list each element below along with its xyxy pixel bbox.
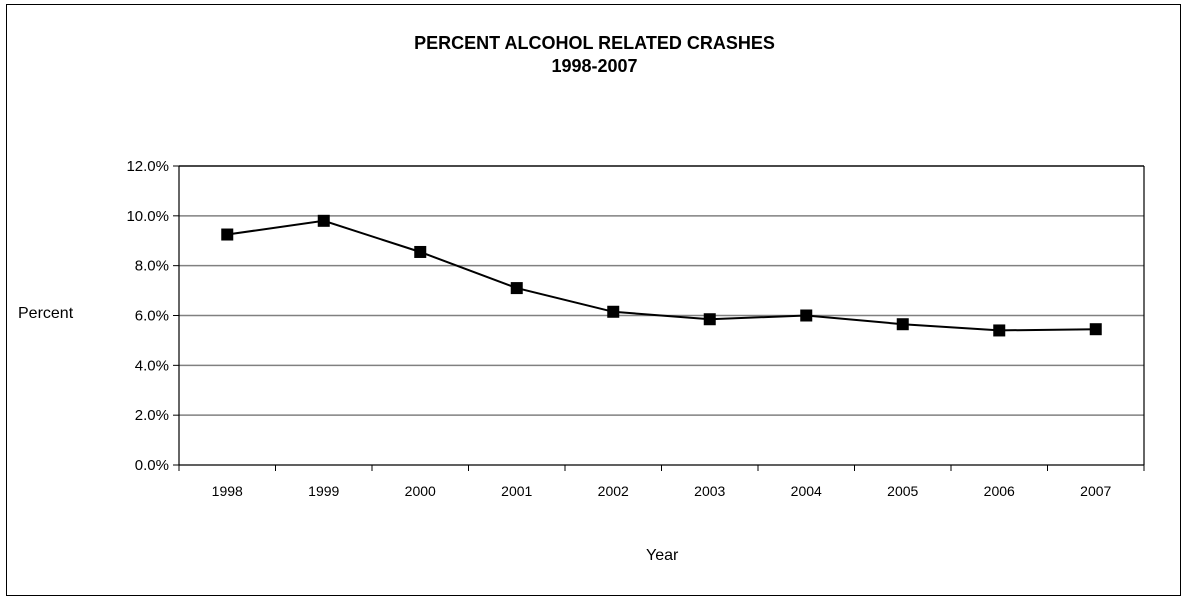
data-point — [993, 324, 1006, 337]
x-tick-label: 2003 — [694, 483, 725, 499]
data-point — [317, 214, 330, 227]
y-tick-label: 12.0% — [126, 158, 169, 175]
x-tick-label: 2007 — [1080, 483, 1111, 499]
x-tick-label: 1999 — [308, 483, 339, 499]
data-point — [800, 309, 813, 322]
x-tick-label: 2005 — [887, 483, 918, 499]
y-axis-label: Percent — [18, 305, 74, 322]
x-axis-label: Year — [646, 547, 679, 564]
y-tick-label: 6.0% — [135, 308, 169, 325]
y-tick-label: 10.0% — [126, 208, 169, 225]
y-tick-label: 4.0% — [135, 357, 169, 374]
data-point — [1089, 323, 1102, 336]
data-point — [414, 245, 427, 258]
y-tick-label: 2.0% — [135, 407, 169, 424]
data-point — [221, 228, 234, 241]
x-tick-label: 2004 — [791, 483, 822, 499]
y-tick-label: 0.0% — [135, 457, 169, 474]
chart-subtitle: 1998-2007 — [551, 56, 638, 76]
data-point — [510, 282, 523, 295]
x-tick-label: 1998 — [212, 483, 243, 499]
y-tick-label: 8.0% — [135, 258, 169, 275]
chart-title-block: PERCENT ALCOHOL RELATED CRASHES 1998-200… — [0, 32, 1189, 78]
data-point — [607, 305, 620, 318]
x-tick-label: 2006 — [984, 483, 1015, 499]
x-tick-label: 2001 — [501, 483, 532, 499]
series-line — [227, 219, 1096, 332]
x-tick-label: 2000 — [405, 483, 436, 499]
data-point — [896, 318, 909, 331]
chart-title: PERCENT ALCOHOL RELATED CRASHES — [414, 33, 775, 53]
data-point — [703, 313, 716, 326]
x-tick-label: 2002 — [598, 483, 629, 499]
